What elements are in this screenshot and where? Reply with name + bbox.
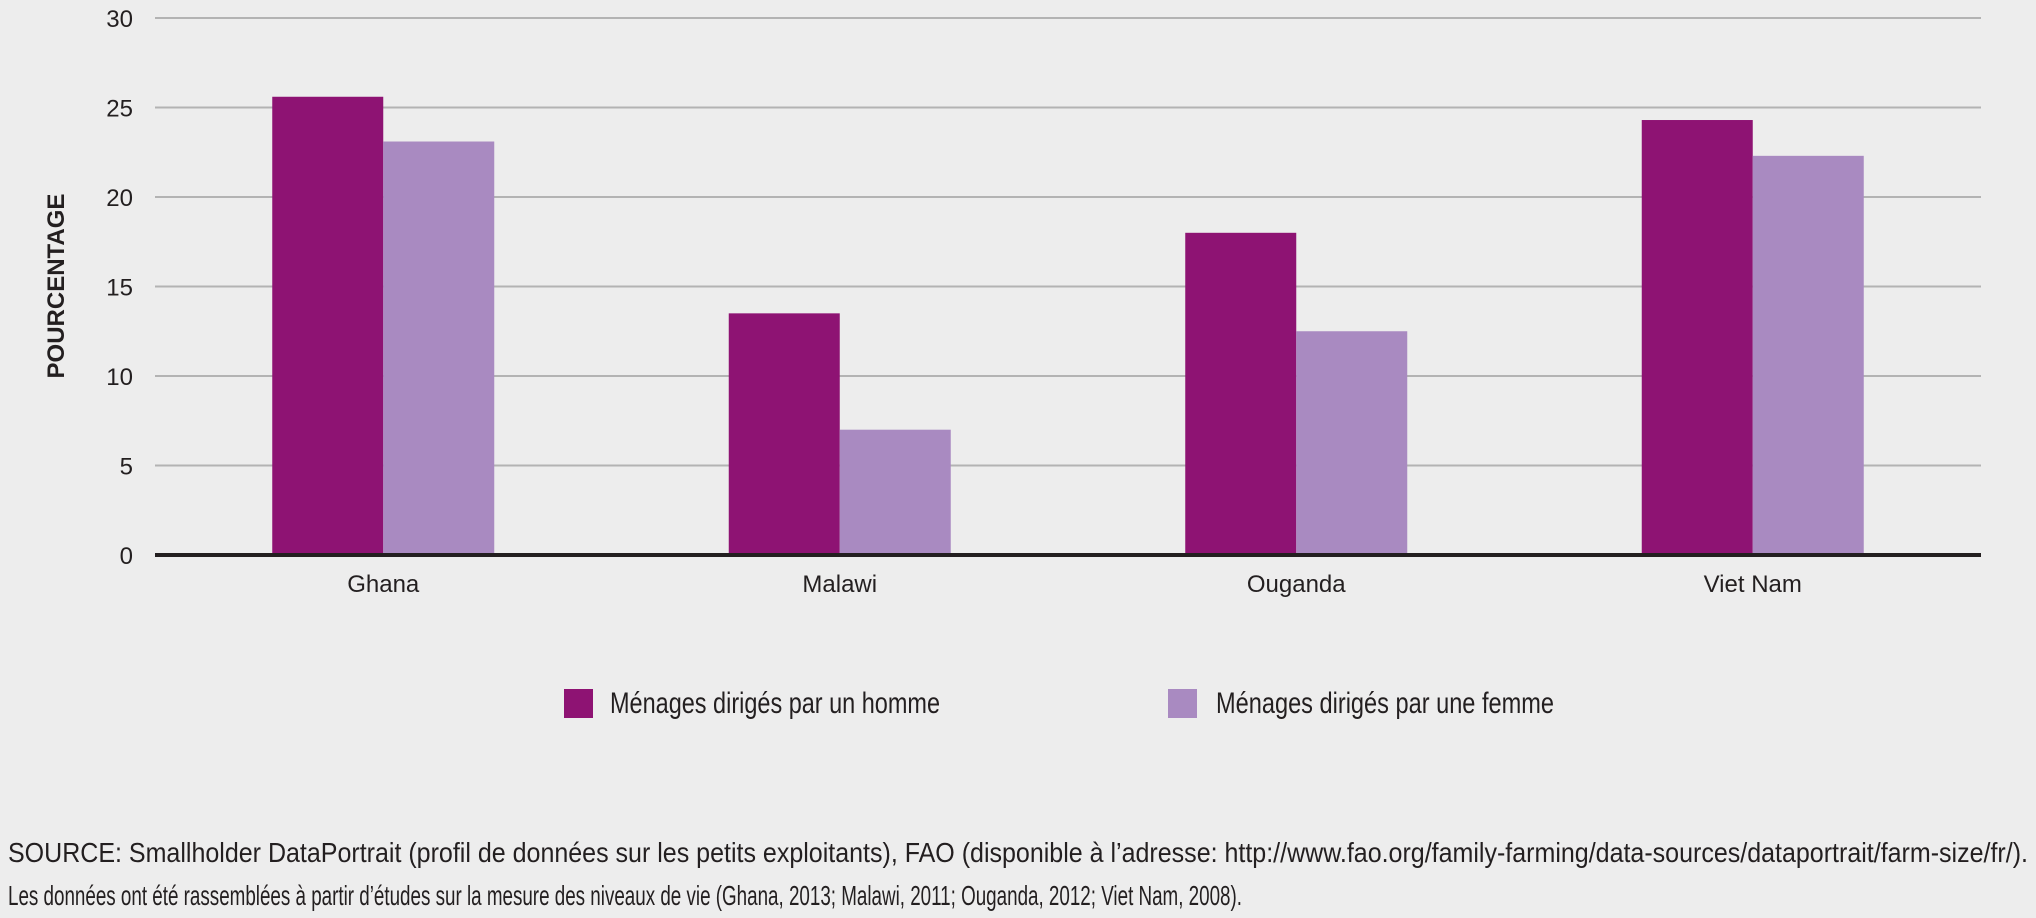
x-tick-label: Viet Nam (1704, 571, 1802, 598)
y-tick-label: 0 (120, 543, 133, 570)
x-tick-label: Ghana (347, 571, 420, 598)
bar-men-viet-nam (1641, 120, 1753, 555)
y-tick-labels: 0 5 10 15 20 25 30 (106, 6, 133, 570)
x-tick-label: Malawi (802, 571, 877, 598)
legend-swatch-men (564, 689, 593, 718)
y-axis-label: POURCENTAGE (43, 194, 70, 379)
y-tick-label: 25 (106, 96, 133, 123)
x-tick-labels: Ghana Malawi Ouganda Viet Nam (347, 571, 1802, 598)
x-tick-label: Ouganda (1247, 571, 1346, 598)
bar-men-ghana (272, 96, 384, 555)
bar-men-ouganda (1185, 232, 1297, 556)
y-tick-label: 30 (106, 6, 133, 33)
bars (272, 96, 1864, 556)
bar-women-ghana (383, 141, 495, 555)
legend-label-men: Ménages dirigés par un homme (610, 687, 940, 720)
bar-men-malawi (728, 313, 840, 555)
legend: Ménages dirigés par un homme Ménages dir… (564, 687, 1554, 720)
bar-women-viet-nam (1752, 155, 1864, 555)
legend-label-women: Ménages dirigés par une femme (1216, 687, 1554, 720)
bar-women-ouganda (1296, 331, 1408, 555)
source-line-2: Les données ont été rassemblées à partir… (8, 880, 1242, 911)
y-tick-label: 15 (106, 275, 133, 302)
source-line-1: SOURCE: Smallholder DataPortrait (profil… (8, 837, 2028, 868)
y-tick-label: 20 (106, 185, 133, 212)
y-tick-label: 10 (106, 364, 133, 391)
y-tick-label: 5 (120, 454, 133, 481)
legend-swatch-women (1168, 689, 1197, 718)
bar-women-malawi (839, 429, 951, 555)
